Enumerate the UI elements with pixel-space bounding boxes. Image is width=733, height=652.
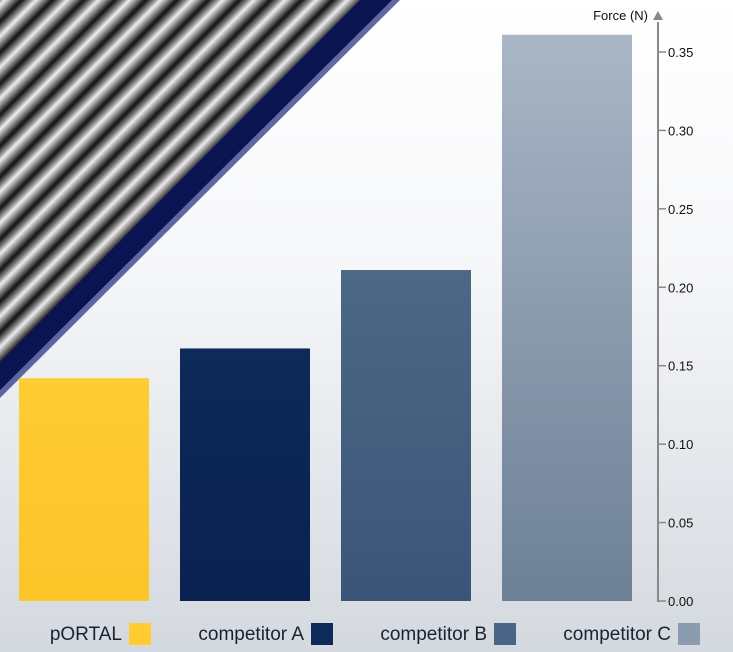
legend-swatch-competitor-c [678, 623, 700, 645]
y-tick-label: 0.05 [668, 516, 693, 531]
y-tick-label: 0.35 [668, 45, 693, 60]
bar-portal [19, 378, 149, 601]
legend-swatch-competitor-a [311, 623, 333, 645]
y-tick-label: 0.20 [668, 280, 693, 295]
y-axis-arrow [653, 11, 663, 20]
legend-label-competitor-c: competitor C [563, 624, 671, 645]
y-tick-label: 0.10 [668, 437, 693, 452]
bar-competitor-a [180, 348, 310, 601]
bar-competitor-b [341, 270, 471, 601]
y-tick-label: 0.15 [668, 359, 693, 374]
bar-competitor-c [502, 34, 632, 601]
legend-label-competitor-b: competitor B [380, 624, 487, 645]
legend: pORTAL competitor A competitor B competitor… [50, 623, 700, 645]
legend-swatch-portal [129, 623, 151, 645]
legend-label-portal: pORTAL [50, 624, 122, 645]
legend-label-competitor-a: competitor A [198, 624, 304, 645]
legend-swatch-competitor-b [494, 623, 516, 645]
y-tick-label: 0.30 [668, 123, 693, 138]
y-tick-label: 0.25 [668, 202, 693, 217]
bars-group [19, 34, 632, 601]
y-axis: Force (N) 0.00 0.05 0.10 0.15 0.20 0.25 0.30 0.3… [593, 8, 693, 609]
y-tick-label: 0.00 [668, 594, 693, 609]
y-axis-title: Force (N) [593, 8, 648, 23]
